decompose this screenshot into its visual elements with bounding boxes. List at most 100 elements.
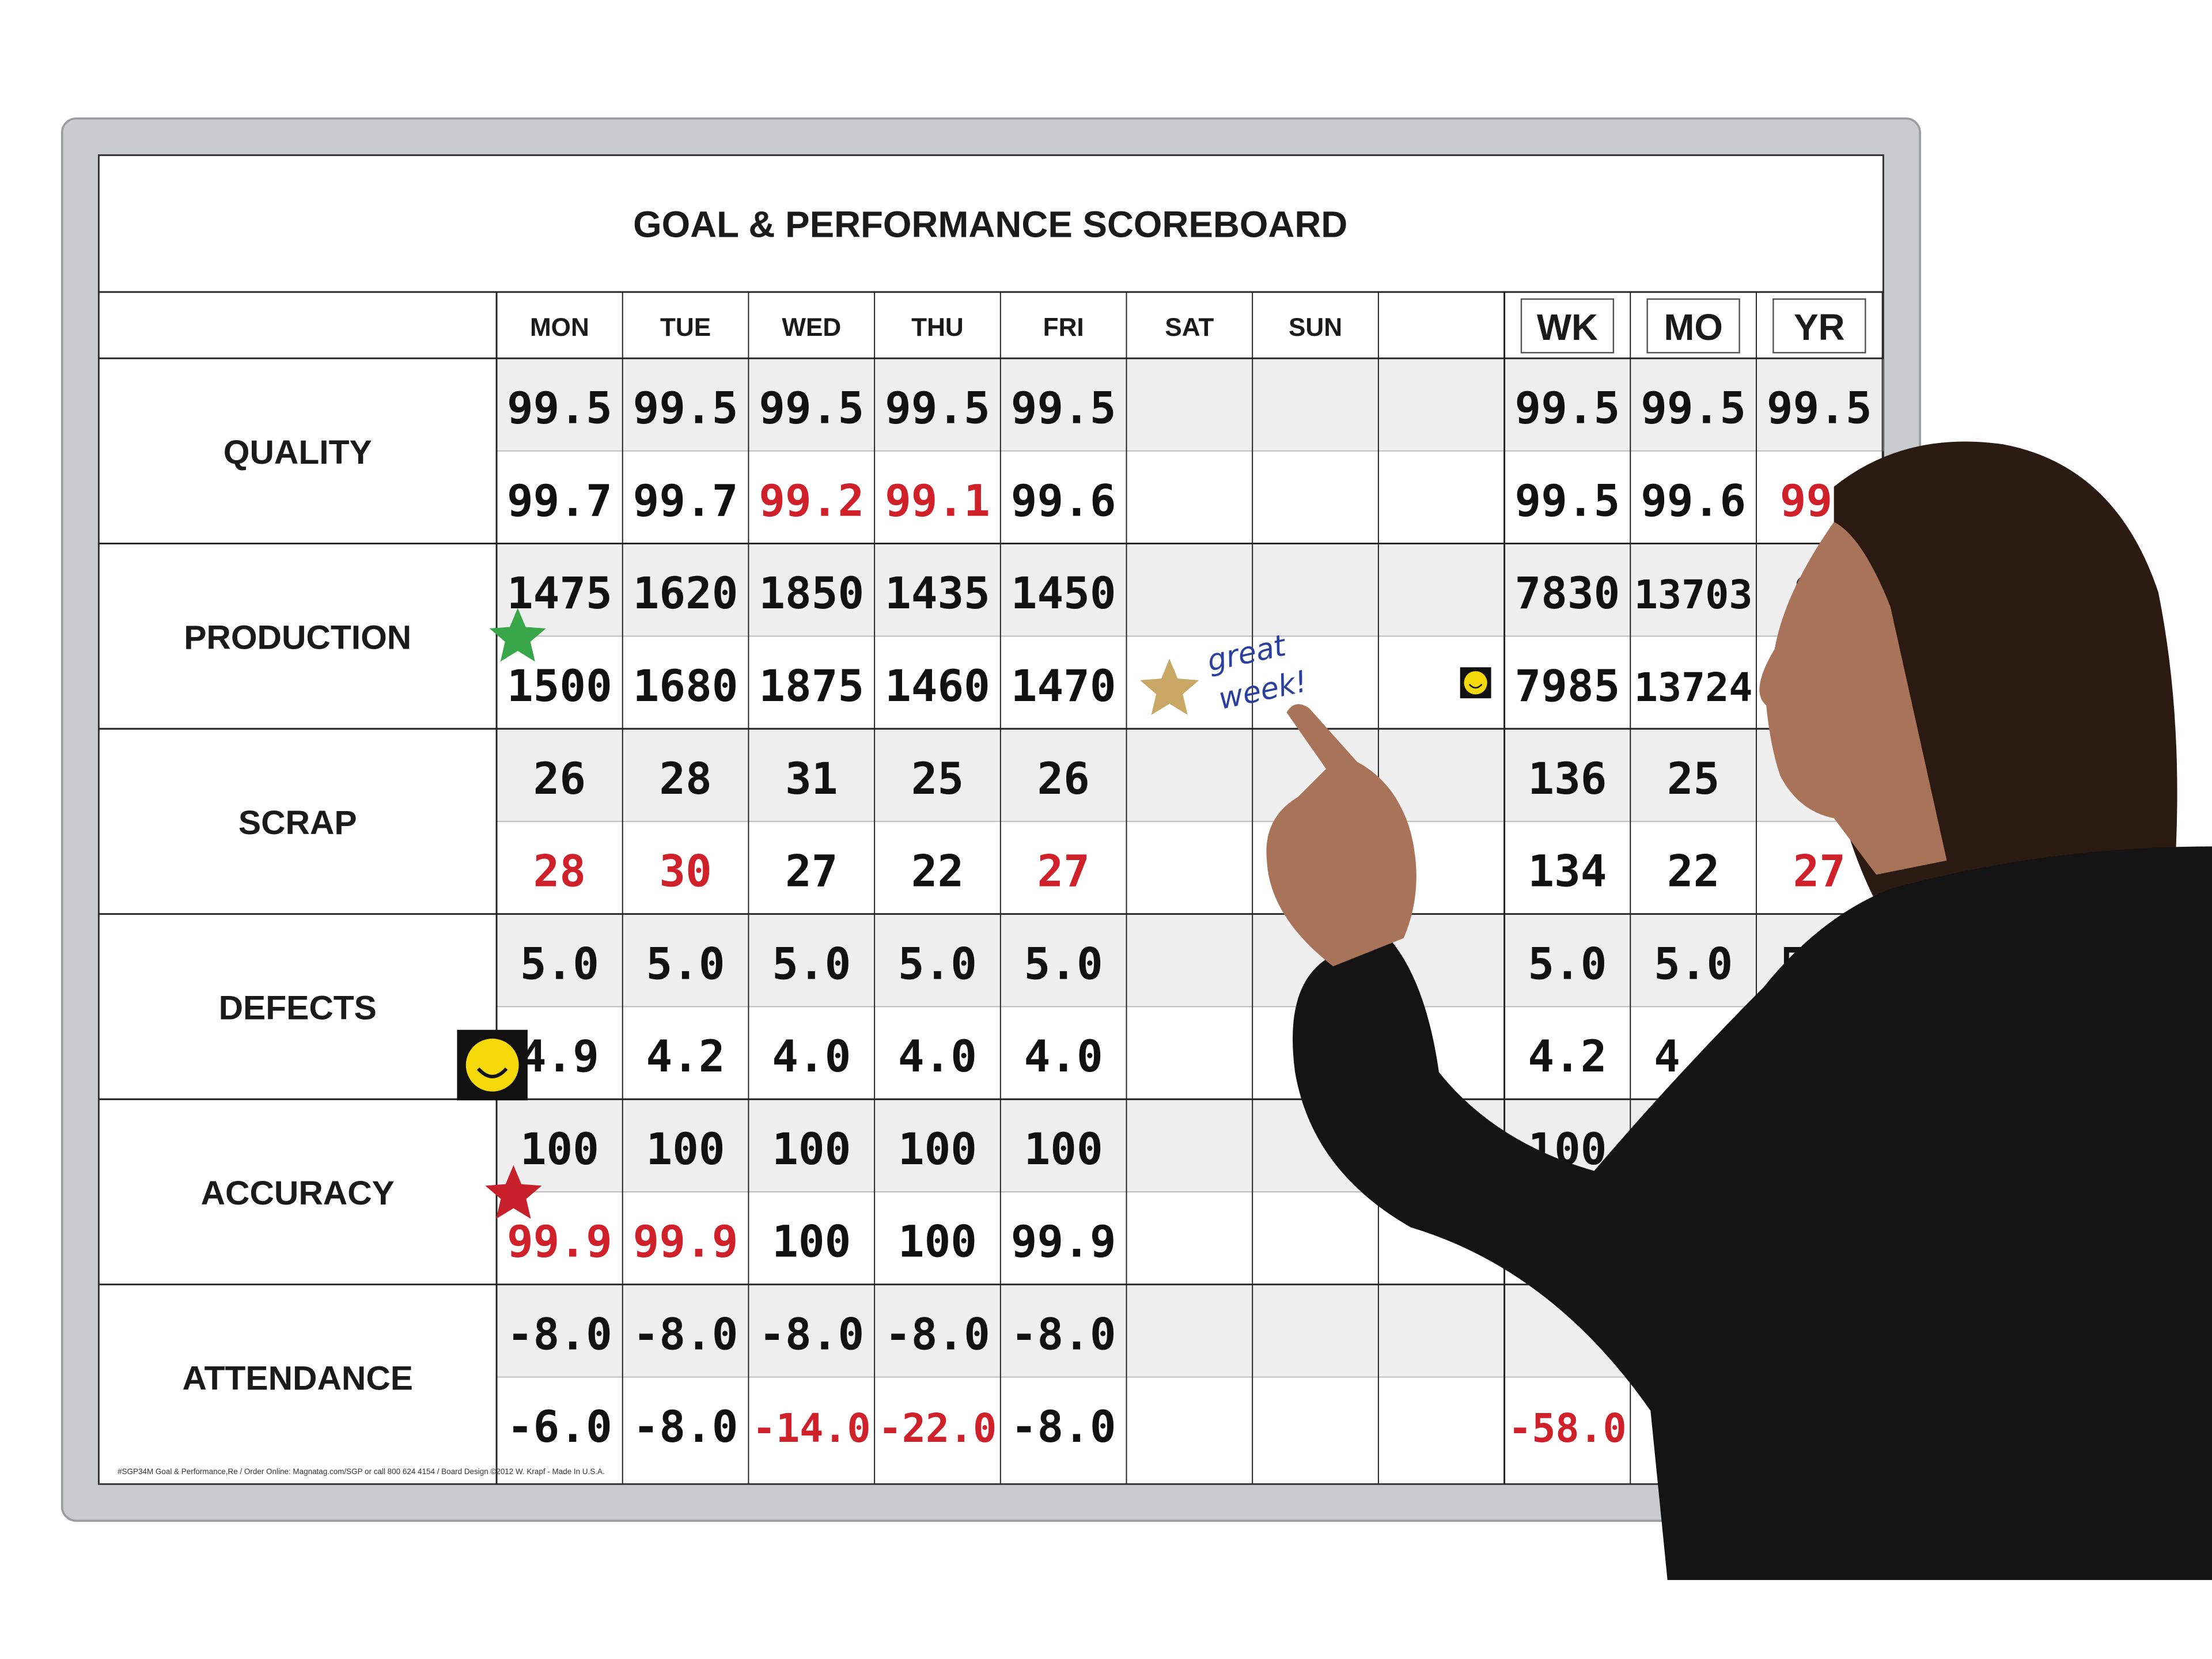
goal-value: 1435 — [885, 568, 990, 619]
goal-value: 100 — [772, 1124, 851, 1175]
actual-value: 22 — [911, 846, 964, 897]
goal-value: 99.5 — [507, 383, 612, 434]
goal-value: 136 — [1528, 753, 1607, 804]
actual-value: 99.6 — [1011, 475, 1116, 526]
smiley-face — [1464, 671, 1487, 695]
actual-value: 4.0 — [772, 1031, 851, 1082]
actual-value: 4.2 — [1528, 1031, 1607, 1082]
actual-value: 22 — [1667, 846, 1719, 897]
person-face — [1759, 522, 1947, 875]
goal-value: 1475 — [507, 568, 612, 619]
actual-value: -14.0 — [752, 1406, 871, 1452]
actual-value: 30 — [659, 846, 711, 897]
goal-value: 25 — [1667, 753, 1719, 804]
actual-value: -22.0 — [878, 1406, 997, 1452]
goal-value: 1450 — [1011, 568, 1116, 619]
goal-value: 100 — [898, 1124, 977, 1175]
actual-value: 99.9 — [507, 1217, 612, 1267]
smiley-mouth — [476, 1067, 508, 1078]
column-header: THU — [911, 313, 964, 342]
goal-value: 7830 — [1515, 568, 1620, 619]
actual-value: 99.1 — [885, 475, 990, 526]
actual-value: 27 — [1037, 846, 1089, 897]
goal-value: 13703 — [1634, 572, 1753, 618]
goal-value: 1620 — [633, 568, 738, 619]
goal-value: 99.5 — [759, 383, 864, 434]
person-body — [1293, 846, 2212, 1580]
actual-value: 1500 — [507, 661, 612, 711]
actual-value: 28 — [533, 846, 586, 897]
row-label: ACCURACY — [201, 1175, 395, 1212]
column-header: MO — [1664, 307, 1723, 348]
star-sticker — [485, 1165, 542, 1219]
goal-value: 100 — [1024, 1124, 1103, 1175]
goal-value: -8.0 — [885, 1309, 990, 1359]
goal-value: 99.5 — [885, 383, 990, 434]
goal-value: 99.5 — [1011, 383, 1116, 434]
row-label: DEFECTS — [219, 990, 377, 1027]
actual-value: 27 — [785, 846, 838, 897]
column-header: WK — [1537, 307, 1598, 348]
actual-value: 99.5 — [1515, 475, 1620, 526]
column-header: WED — [782, 313, 841, 342]
row-label: QUALITY — [224, 434, 372, 471]
row-label: ATTENDANCE — [183, 1360, 413, 1397]
header-box — [1520, 298, 1615, 354]
actual-value: 99.7 — [633, 475, 738, 526]
goal-value: 25 — [911, 753, 964, 804]
smiley-face — [465, 1039, 519, 1092]
column-header: TUE — [660, 313, 711, 342]
goal-value: 5.0 — [1528, 938, 1607, 989]
actual-value: 27 — [1793, 846, 1846, 897]
goal-value: 100 — [646, 1124, 725, 1175]
goal-value: 5.0 — [520, 938, 599, 989]
star-sticker — [1140, 658, 1199, 715]
goal-band — [497, 543, 1884, 637]
goal-value: 5.0 — [646, 938, 725, 989]
actual-value: 4.2 — [646, 1031, 725, 1082]
actual-value: 99.6 — [1641, 475, 1746, 526]
goal-band — [497, 729, 1884, 821]
goal-value: -8.0 — [507, 1309, 612, 1359]
column-header: YR — [1794, 307, 1844, 348]
goal-value: 26 — [533, 753, 586, 804]
goal-value: 5.0 — [898, 938, 977, 989]
actual-value: 4.0 — [1024, 1031, 1103, 1082]
goal-band — [497, 358, 1884, 451]
actual-value: 99.9 — [1011, 1217, 1116, 1267]
header-box — [1772, 298, 1866, 354]
row-label: SCRAP — [238, 804, 357, 842]
actual-value: -58.0 — [1508, 1406, 1627, 1452]
row-label: PRODUCTION — [184, 619, 411, 656]
actual-value: 100 — [898, 1217, 977, 1267]
goal-value: 26 — [1037, 753, 1089, 804]
goal-value: 5.0 — [1024, 938, 1103, 989]
actual-value: 134 — [1528, 846, 1607, 897]
actual-value: -8.0 — [1011, 1402, 1116, 1452]
goal-value: 99.5 — [1641, 383, 1746, 434]
goal-value: 31 — [785, 753, 838, 804]
goal-value: -8.0 — [1011, 1309, 1116, 1359]
actual-value: 99.7 — [507, 475, 612, 526]
goal-value: 1850 — [759, 568, 864, 619]
goal-value: 99.5 — [1767, 383, 1872, 434]
smiley-mouth — [1468, 684, 1483, 689]
actual-value: 99.2 — [759, 475, 864, 526]
goal-value: 100 — [520, 1124, 599, 1175]
goal-value: -8.0 — [759, 1309, 864, 1359]
actual-value: -8.0 — [633, 1402, 738, 1452]
header-box — [1646, 298, 1740, 354]
actual-value: 1460 — [885, 661, 990, 711]
actual-value: 7985 — [1515, 661, 1620, 711]
column-header: SUN — [1289, 313, 1342, 342]
goal-value: 99.5 — [1515, 383, 1620, 434]
goal-value: -8.0 — [633, 1309, 738, 1359]
person-hand — [1266, 704, 1416, 967]
star-sticker — [489, 608, 546, 662]
actual-value: -6.0 — [507, 1402, 612, 1452]
goal-value: 5.0 — [772, 938, 851, 989]
actual-value: 1875 — [759, 661, 864, 711]
actual-value: 100 — [772, 1217, 851, 1267]
goal-value: 5.0 — [1654, 938, 1733, 989]
